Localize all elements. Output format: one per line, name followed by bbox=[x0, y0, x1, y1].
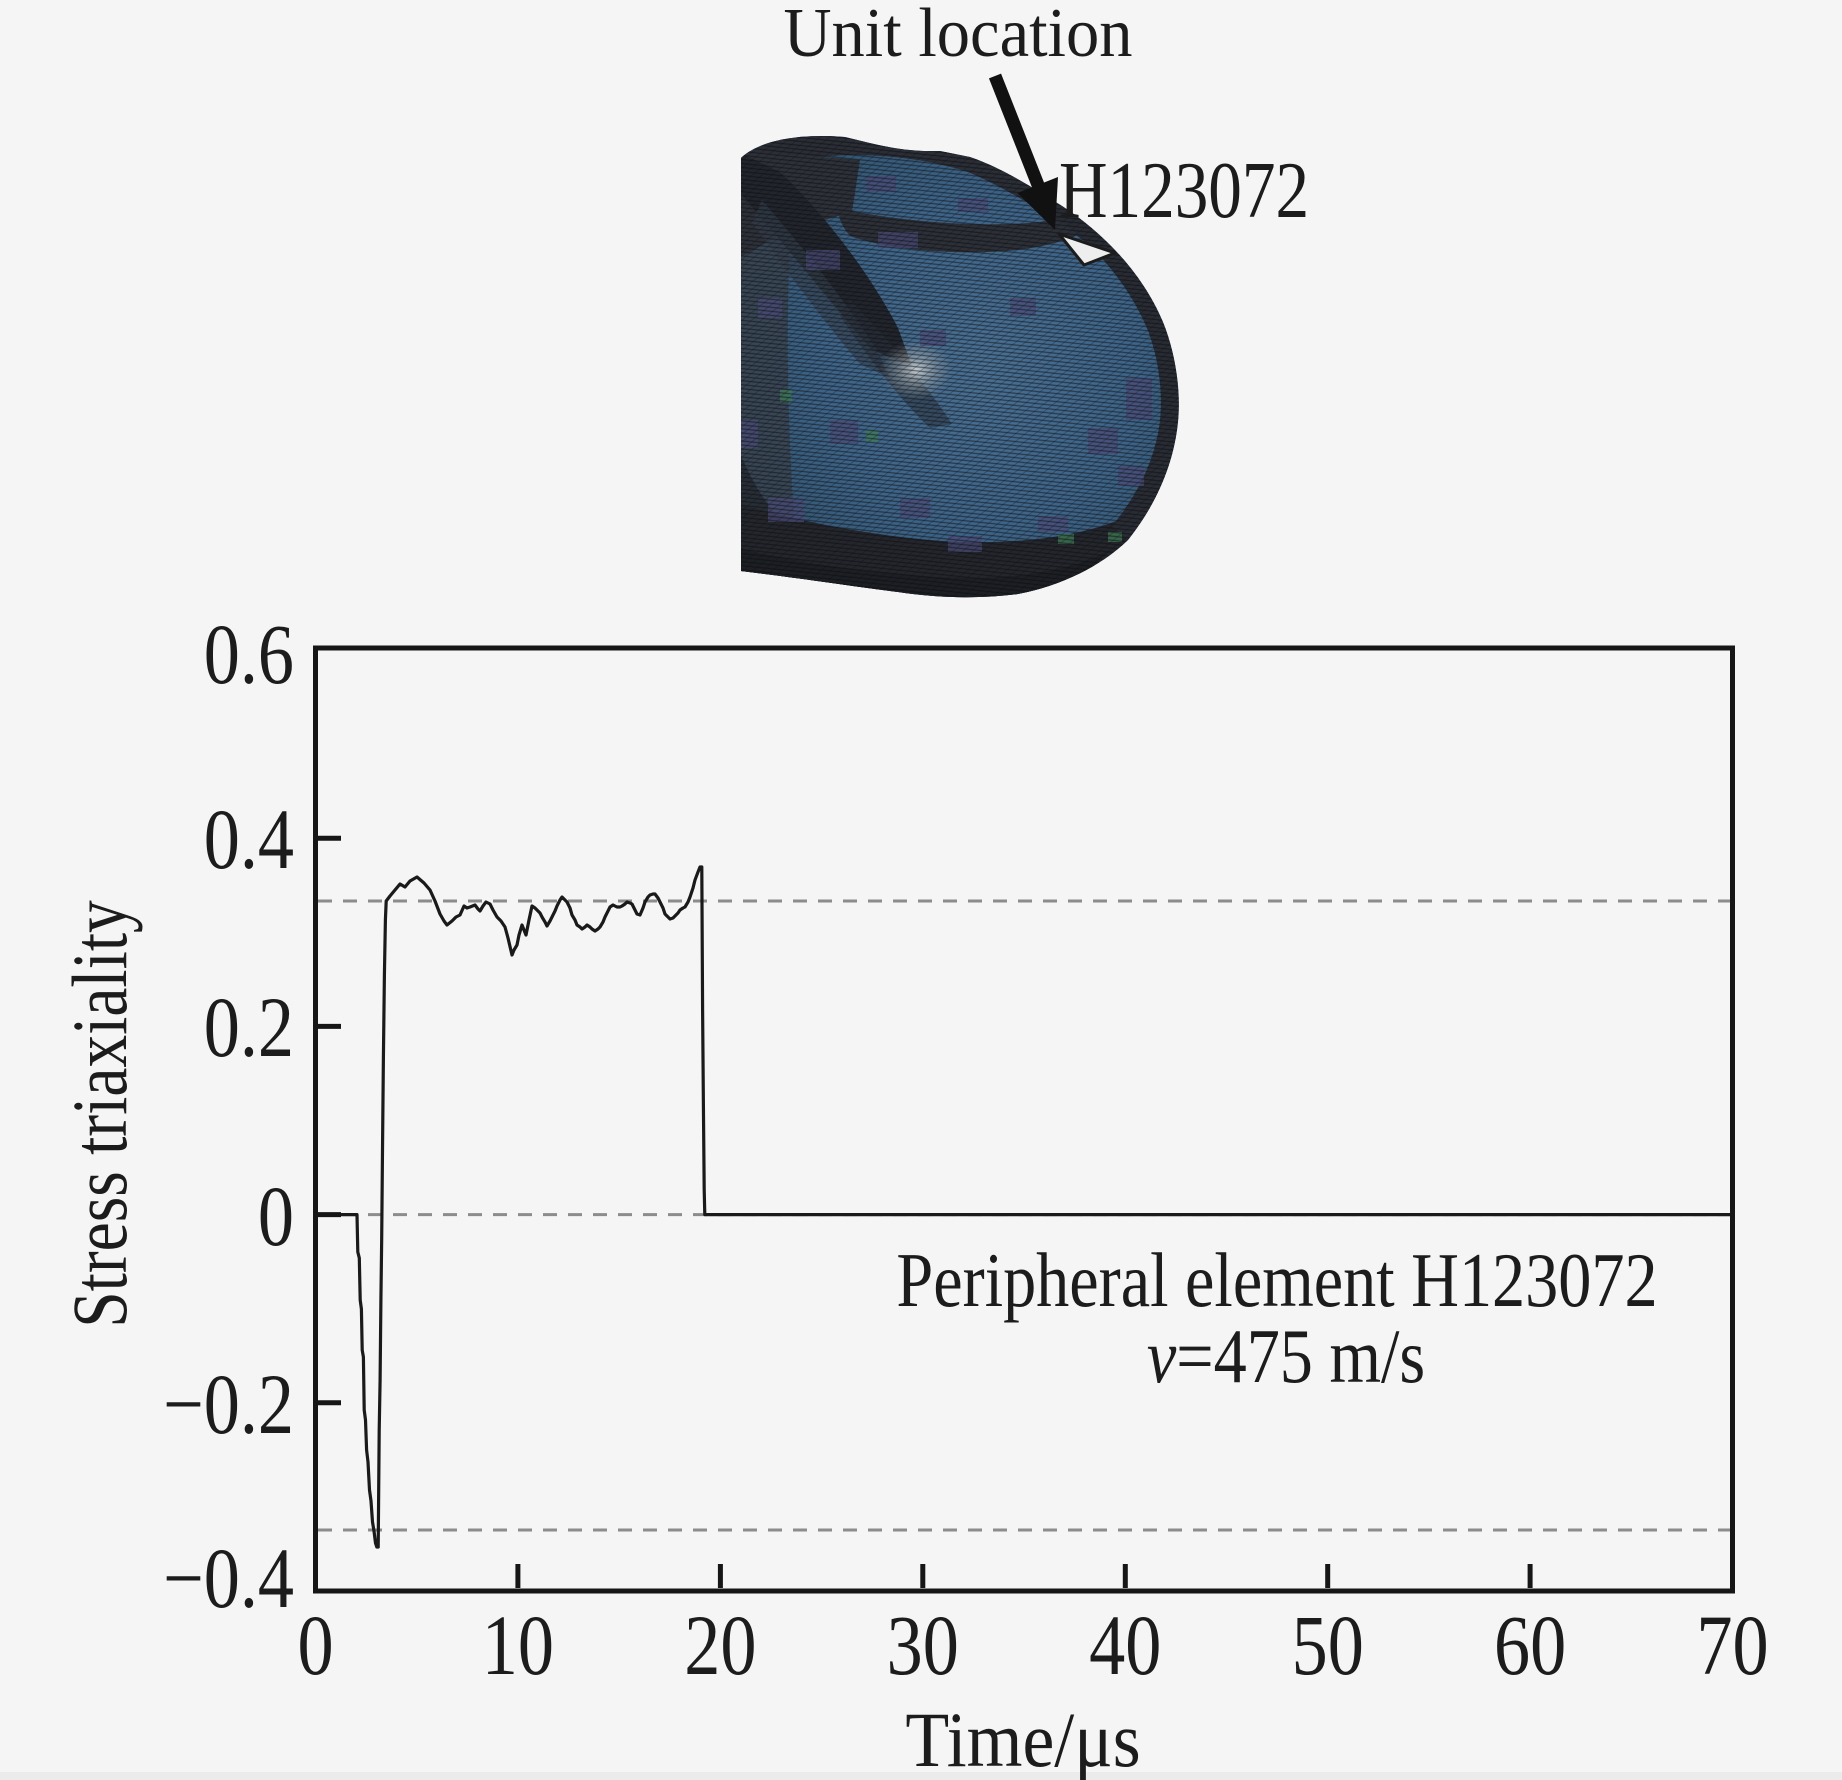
svg-text:50: 50 bbox=[1292, 1598, 1364, 1693]
svg-text:H123072: H123072 bbox=[1059, 146, 1309, 235]
svg-text:0: 0 bbox=[258, 1169, 294, 1264]
svg-text:0: 0 bbox=[297, 1598, 333, 1693]
svg-text:40: 40 bbox=[1089, 1598, 1161, 1693]
svg-text:−0.4: −0.4 bbox=[163, 1531, 294, 1626]
svg-text:0.2: 0.2 bbox=[204, 980, 294, 1075]
svg-text:Peripheral element H123072: Peripheral element H123072 bbox=[896, 1237, 1657, 1323]
svg-text:60: 60 bbox=[1494, 1598, 1566, 1693]
svg-text:20: 20 bbox=[684, 1598, 756, 1693]
svg-text:v=475 m/s: v=475 m/s bbox=[1147, 1313, 1425, 1399]
svg-text:30: 30 bbox=[887, 1598, 959, 1693]
svg-text:0.4: 0.4 bbox=[204, 792, 294, 887]
svg-text:0.6: 0.6 bbox=[204, 607, 294, 702]
svg-text:10: 10 bbox=[482, 1598, 554, 1693]
svg-text:−0.2: −0.2 bbox=[163, 1357, 294, 1452]
svg-text:Time/μs: Time/μs bbox=[905, 1697, 1140, 1780]
svg-text:Unit location: Unit location bbox=[783, 0, 1132, 71]
svg-text:70: 70 bbox=[1696, 1598, 1768, 1693]
svg-text:Stress triaxiality: Stress triaxiality bbox=[57, 900, 144, 1328]
